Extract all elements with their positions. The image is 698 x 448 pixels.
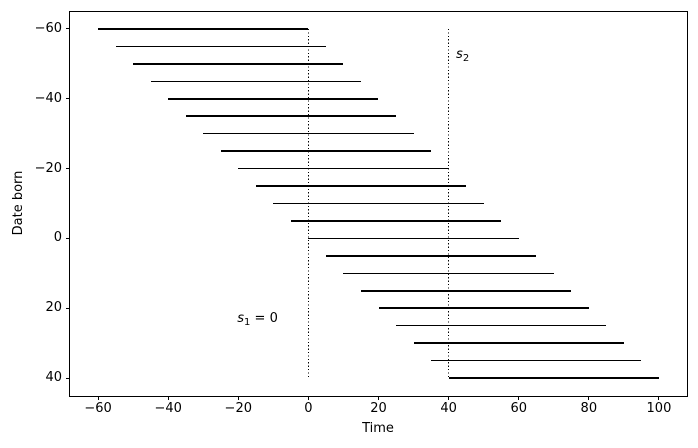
life-line — [255, 185, 467, 187]
y-tick-mark — [65, 307, 69, 309]
y-tick-label: −20 — [34, 160, 62, 176]
threshold-line-s2 — [448, 28, 450, 379]
life-line — [168, 98, 379, 100]
life-line — [378, 307, 589, 309]
life-line — [150, 80, 361, 83]
x-tick-mark — [307, 396, 309, 400]
y-tick-label: −40 — [34, 90, 62, 106]
life-line — [325, 255, 537, 257]
life-line — [220, 150, 432, 152]
x-tick-mark — [588, 396, 590, 400]
y-tick-mark — [65, 377, 69, 379]
y-tick-label: −60 — [34, 20, 62, 36]
life-line — [448, 377, 659, 379]
life-line — [185, 115, 397, 117]
annotation-s2-label: s2 — [456, 47, 470, 65]
life-line — [98, 28, 309, 30]
x-tick-mark — [237, 396, 239, 400]
life-line — [273, 202, 484, 205]
x-tick-label: 0 — [304, 401, 313, 416]
x-tick-mark — [167, 396, 169, 400]
x-tick-mark — [518, 396, 520, 400]
threshold-line-s1 — [307, 28, 309, 379]
x-tick-mark — [448, 396, 450, 400]
x-tick-label: 40 — [440, 401, 457, 416]
x-tick-label: 60 — [510, 401, 527, 416]
y-tick-mark — [65, 28, 69, 30]
x-tick-label: −40 — [154, 401, 182, 416]
x-tick-mark — [378, 396, 379, 400]
life-line — [413, 342, 624, 344]
y-tick-label: 0 — [53, 230, 62, 246]
y-tick-label: 20 — [45, 300, 62, 316]
x-tick-label: −60 — [84, 401, 112, 416]
life-line — [431, 359, 642, 362]
life-line — [115, 45, 326, 48]
annotation-s1-label: s1 = 0 — [237, 310, 278, 328]
life-line — [360, 290, 572, 292]
x-tick-mark — [658, 396, 660, 400]
y-tick-label: 40 — [45, 370, 62, 386]
x-tick-label: 80 — [580, 401, 598, 416]
x-tick-label: 100 — [646, 401, 672, 416]
y-axis-label: Date born — [11, 170, 26, 236]
life-line — [290, 220, 502, 222]
x-tick-mark — [97, 396, 99, 400]
life-line — [396, 324, 607, 327]
x-tick-label: 20 — [370, 401, 387, 416]
life-line — [133, 63, 344, 65]
x-tick-label: −20 — [224, 401, 252, 416]
x-axis-label: Time — [362, 421, 394, 436]
y-tick-mark — [65, 98, 69, 100]
plot-area: s1 = 0 s2 — [69, 10, 688, 397]
life-line — [238, 167, 449, 170]
y-tick-mark — [65, 168, 69, 170]
y-tick-mark — [65, 237, 69, 239]
life-line — [308, 237, 519, 240]
